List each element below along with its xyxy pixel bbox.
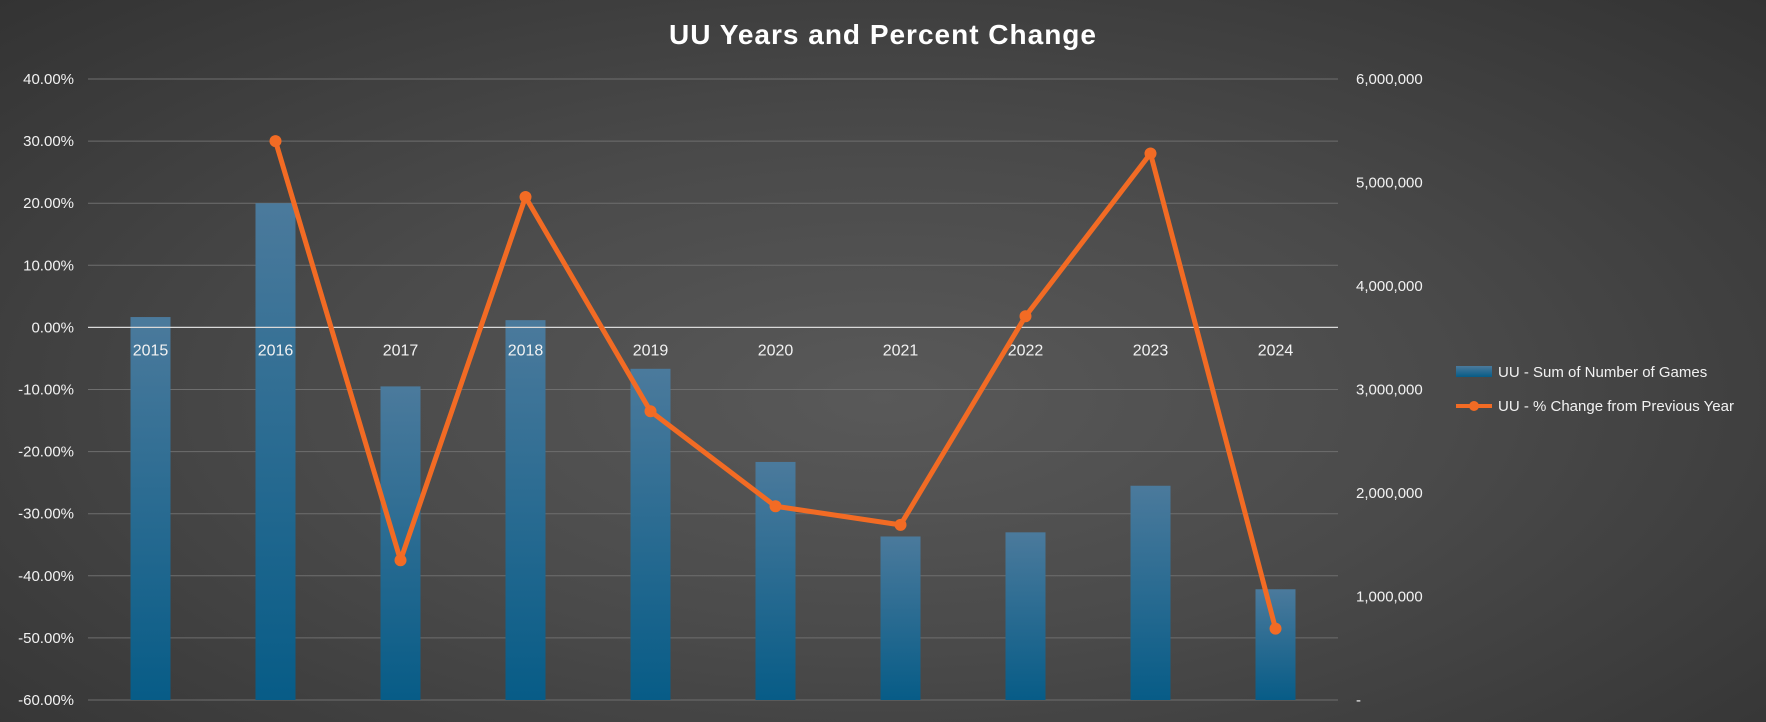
legend-bar-label: UU - Sum of Number of Games	[1498, 364, 1707, 381]
category-label: 2016	[258, 342, 294, 359]
category-label: 2023	[1133, 342, 1169, 359]
right-axis-tick-label: 1,000,000	[1356, 589, 1423, 606]
line-point	[894, 518, 907, 531]
right-axis-tick-label: 3,000,000	[1356, 382, 1423, 399]
line-point	[269, 135, 282, 148]
left-axis-tick-label: -10.00%	[18, 382, 74, 399]
category-label: 2022	[1008, 342, 1044, 359]
bar	[130, 317, 171, 700]
category-label: 2017	[383, 342, 419, 359]
category-label: 2024	[1258, 342, 1294, 359]
line-point	[519, 190, 532, 203]
right-axis-tick-label: 5,000,000	[1356, 175, 1423, 192]
left-axis-tick-label: 30.00%	[23, 133, 74, 150]
left-axis-tick-label: 0.00%	[31, 319, 74, 336]
left-axis-tick-label: -30.00%	[18, 506, 74, 523]
legend-line-marker	[1469, 401, 1479, 411]
legend-bar-swatch	[1456, 366, 1492, 377]
right-axis-tick-labels: 6,000,000 5,000,000 4,000,000 3,000,000 2,00…	[1356, 71, 1423, 709]
category-label: 2015	[133, 342, 169, 359]
chart-title: UU Years and Percent Change	[669, 19, 1097, 50]
right-axis-tick-label: -	[1356, 692, 1361, 709]
line-point	[1144, 147, 1157, 160]
category-label: 2020	[758, 342, 794, 359]
right-axis-tick-label: 2,000,000	[1356, 485, 1423, 502]
bar-series	[130, 203, 1296, 700]
left-axis-tick-labels: 40.00% 30.00% 20.00% 10.00% 0.00% -10.00% -20.…	[18, 71, 74, 709]
bar	[880, 536, 921, 700]
line-point	[1269, 622, 1282, 635]
category-label: 2018	[508, 342, 544, 359]
bar	[1255, 589, 1296, 700]
left-axis-tick-label: -20.00%	[18, 444, 74, 461]
bar	[380, 386, 421, 700]
line-point	[394, 554, 407, 567]
legend: UU - Sum of Number of Games UU - % Chang…	[1456, 364, 1734, 415]
category-label: 2019	[633, 342, 669, 359]
category-label: 2021	[883, 342, 919, 359]
bar	[630, 368, 671, 700]
left-axis-tick-label: 20.00%	[23, 195, 74, 212]
right-axis-tick-label: 6,000,000	[1356, 71, 1423, 88]
line-series	[269, 135, 1282, 635]
right-axis-tick-label: 4,000,000	[1356, 278, 1423, 295]
left-axis-tick-label: -40.00%	[18, 568, 74, 585]
line-point	[644, 405, 657, 418]
bar	[1005, 532, 1046, 700]
line-point	[1019, 310, 1032, 323]
line-point	[769, 500, 782, 513]
left-axis-tick-label: 10.00%	[23, 257, 74, 274]
left-axis-tick-label: -50.00%	[18, 630, 74, 647]
left-axis-tick-label: -60.00%	[18, 692, 74, 709]
legend-line-label: UU - % Change from Previous Year	[1498, 398, 1734, 415]
bar	[505, 320, 546, 700]
category-labels: 2015 2016 2017 2018 2019 2020 2021 2022 2023 2024	[133, 342, 1294, 359]
left-axis-tick-label: 40.00%	[23, 71, 74, 88]
bar	[255, 203, 296, 700]
bar	[1130, 485, 1171, 700]
